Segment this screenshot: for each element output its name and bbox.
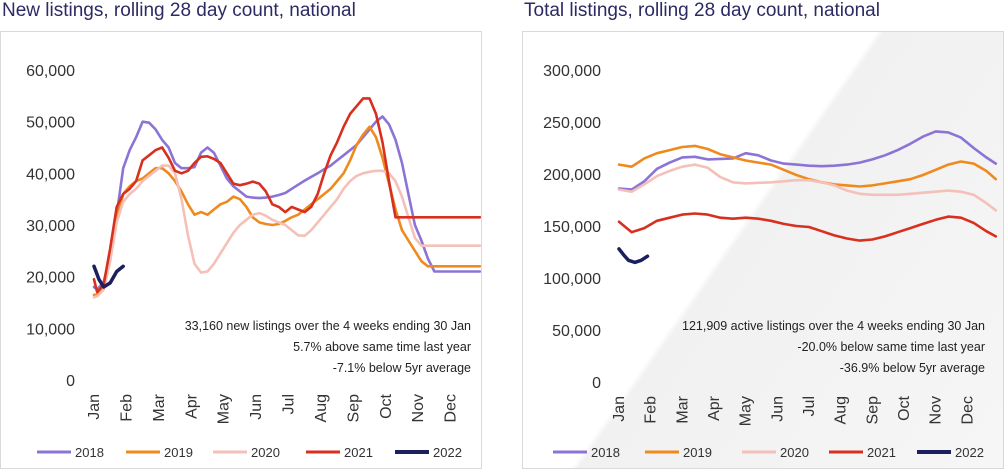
x-tick-label: Oct	[896, 395, 913, 420]
x-tick-label: Mar	[151, 393, 168, 421]
x-tick-label: Nov	[928, 396, 945, 424]
legend-label: 2018	[591, 445, 620, 460]
x-tick-label: May	[216, 394, 233, 424]
total-listings-panel: Total listings, rolling 28 day count, na…	[522, 0, 1007, 471]
y-tick-label: 100,000	[543, 271, 601, 288]
x-tick-label: Jan	[86, 394, 103, 420]
chart-frame: 0 50,000 100,000 150,000 200,000 250,000 300,0…	[522, 31, 1004, 469]
x-tick-label: Sep	[345, 394, 362, 423]
legend-label: 2022	[955, 445, 984, 460]
legend-label: 2020	[780, 445, 809, 460]
y-tick-label: 50,000	[552, 323, 601, 340]
series-line-2022	[617, 247, 650, 265]
new-listings-panel: New listings, rolling 28 day count, nati…	[0, 0, 484, 471]
annotation-text: -36.9% below 5yr average	[840, 361, 985, 375]
x-tick-label: Feb	[643, 396, 660, 424]
y-tick-label: 20,000	[26, 270, 75, 287]
x-tick-label: Jun	[769, 396, 786, 422]
chart-title: New listings, rolling 28 day count, nati…	[2, 0, 356, 21]
annotation-text: 33,160 new listings over the 4 weeks end…	[185, 319, 471, 333]
total-listings-chart: 0 50,000 100,000 150,000 200,000 250,000 300,0…	[543, 63, 998, 460]
y-tick-label: 50,000	[26, 115, 75, 132]
y-tick-label: 10,000	[26, 321, 75, 338]
series-line-2020	[617, 163, 998, 212]
annotation-text: -7.1% below 5yr average	[333, 361, 471, 375]
x-tick-label: Nov	[410, 394, 427, 422]
series-line-2019	[92, 125, 481, 297]
x-tick-label: Aug	[313, 394, 330, 422]
y-tick-label: 0	[66, 373, 75, 390]
annotation-text: 121,909 active listings over the 4 weeks…	[682, 319, 985, 333]
chart-title: Total listings, rolling 28 day count, na…	[524, 0, 880, 21]
y-tick-label: 60,000	[26, 63, 75, 80]
series-line-2018	[92, 115, 481, 291]
x-tick-label: Mar	[674, 395, 691, 423]
x-tick-label: Jul	[281, 394, 298, 414]
y-tick-label: 40,000	[26, 166, 75, 183]
y-tick-label: 0	[592, 375, 601, 392]
y-tick-label: 250,000	[543, 115, 601, 132]
annotation-text: 5.7% above same time last year	[293, 340, 471, 354]
legend-label: 2021	[867, 445, 896, 460]
series-line-2021	[92, 97, 481, 294]
series-line-2020	[92, 164, 481, 299]
x-tick-label: Feb	[118, 394, 135, 422]
series-line-2021	[617, 212, 998, 242]
series-line-2018	[617, 130, 998, 191]
x-tick-label: Jun	[248, 394, 265, 420]
x-tick-label: Dec	[443, 394, 460, 422]
x-tick-label: May	[738, 396, 755, 426]
chart-frame: 0 10,000 20,000 30,000 40,000 50,000 60,000 Jan…	[0, 31, 482, 469]
new-listings-chart: 0 10,000 20,000 30,000 40,000 50,000 60,000 Jan…	[26, 63, 481, 460]
x-tick-label: Sep	[864, 396, 881, 425]
annotation-text: -20.0% below same time last year	[797, 340, 985, 354]
legend-label: 2018	[75, 445, 104, 460]
y-tick-label: 300,000	[543, 63, 601, 80]
legend-label: 2022	[433, 445, 462, 460]
x-tick-label: Apr	[706, 395, 723, 421]
x-tick-label: Jul	[801, 396, 818, 416]
legend-label: 2019	[683, 445, 712, 460]
x-tick-label: Apr	[183, 393, 200, 419]
y-tick-label: 150,000	[543, 219, 601, 236]
y-tick-label: 200,000	[543, 167, 601, 184]
x-tick-label: Dec	[959, 396, 976, 424]
series-line-2022	[92, 264, 125, 289]
legend-label: 2021	[344, 445, 373, 460]
x-tick-label: Jan	[611, 396, 628, 422]
x-tick-label: Aug	[833, 396, 850, 424]
legend-label: 2019	[164, 445, 193, 460]
x-tick-label: Oct	[378, 393, 395, 418]
y-tick-label: 30,000	[26, 218, 75, 235]
legend-label: 2020	[251, 445, 280, 460]
